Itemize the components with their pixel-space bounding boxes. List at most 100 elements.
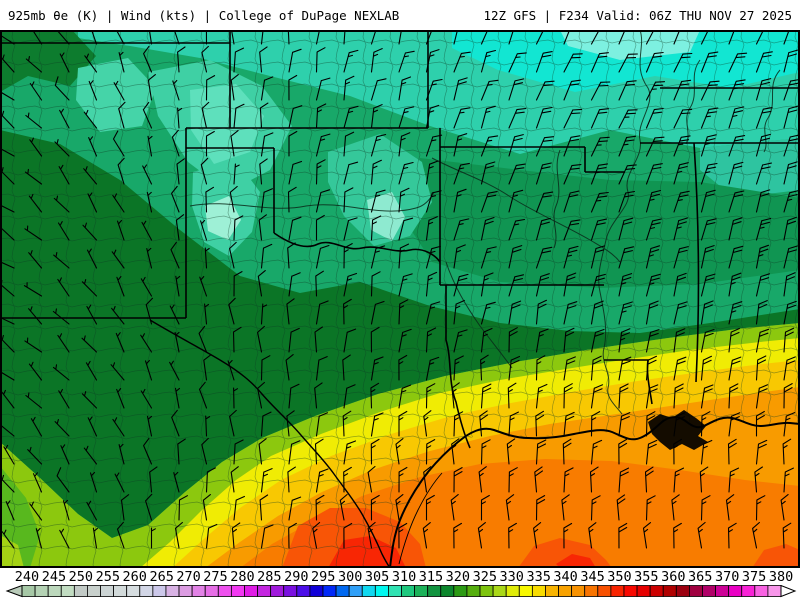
colorbar-cell xyxy=(139,585,154,597)
colorbar-tick: 295 xyxy=(311,569,336,585)
colorbar-cell xyxy=(531,585,546,597)
colorbar-cell xyxy=(623,585,638,597)
colorbar-cell xyxy=(100,585,115,597)
colorbar-cell xyxy=(217,585,232,597)
colorbar-cell xyxy=(204,585,219,597)
product-title: 925mb θe (K) | Wind (kts) | College of D… xyxy=(8,7,400,23)
colorbar-cell xyxy=(571,585,586,597)
colorbar-cell xyxy=(270,585,285,597)
barrier-island xyxy=(398,472,443,565)
colorbar-cell xyxy=(754,585,769,597)
colorbar-cell xyxy=(597,585,612,597)
colorbar-cell xyxy=(715,585,730,597)
colorbar-cell xyxy=(191,585,206,597)
colorbar-cell xyxy=(610,585,625,597)
state-border-11 xyxy=(445,285,471,449)
colorbar-cell xyxy=(414,585,429,597)
colorbar-cell xyxy=(230,585,245,597)
colorbar-cell xyxy=(767,585,782,597)
colorbar-tick: 300 xyxy=(337,569,363,585)
colorbar-arrow-right-icon xyxy=(780,585,797,598)
colorbar-cell xyxy=(662,585,677,597)
colorbar-cell xyxy=(492,585,507,597)
theta-e-band-redorange-345c xyxy=(752,544,800,568)
colorbar-tick: 285 xyxy=(257,569,282,585)
colorbar-cell xyxy=(675,585,690,597)
colorbar-cell xyxy=(335,585,350,597)
colorbar-cell xyxy=(518,585,533,597)
colorbar-tick: 370 xyxy=(714,569,740,585)
gulf-coastline xyxy=(389,416,800,569)
colorbar-cell xyxy=(257,585,272,597)
colorbar-tick: 240 xyxy=(14,569,40,585)
colorbar-tick: 375 xyxy=(741,569,767,585)
map-frame xyxy=(0,30,800,568)
colorbar-tick: 290 xyxy=(284,569,309,585)
colorbar-cell xyxy=(60,585,75,597)
colorbar-tick: 245 xyxy=(41,569,67,585)
colorbar-cell xyxy=(47,585,62,597)
colorbar-tick: 355 xyxy=(634,569,659,585)
colorbar-tick: 255 xyxy=(95,569,120,585)
colorbar-legend: 240 245 250 255 260 265 270 275 280 285 290 295 300 3… xyxy=(0,568,800,600)
colorbar-cell xyxy=(636,585,651,597)
colorbar-cell xyxy=(388,585,402,597)
colorbar-cell xyxy=(427,585,442,597)
colorbar-tick: 275 xyxy=(203,569,228,585)
colorbar-cell xyxy=(401,585,415,597)
colorbar-tick: 340 xyxy=(553,569,578,585)
colorbar-cell xyxy=(34,585,49,597)
colorbar-tick: 310 xyxy=(391,569,417,585)
state-border-17 xyxy=(693,142,700,383)
colorbar-cell xyxy=(361,585,376,597)
colorbar-cell xyxy=(479,585,494,597)
colorbar-cell xyxy=(21,585,36,597)
colorbar-cell xyxy=(584,585,599,597)
colorbar-cell xyxy=(466,585,481,597)
colorbar-tick: 360 xyxy=(661,569,686,585)
colorbar-cell xyxy=(73,585,88,597)
colorbar xyxy=(5,585,797,598)
colorbar-cell xyxy=(649,585,664,597)
mississippi-delta xyxy=(648,410,708,450)
colorbar-tick: 325 xyxy=(472,569,497,585)
colorbar-tick: 350 xyxy=(607,569,632,585)
river-6 xyxy=(553,149,561,249)
colorbar-tick: 265 xyxy=(149,569,174,585)
river-3 xyxy=(445,261,513,369)
colorbar-cell xyxy=(309,585,324,597)
colorbar-tick: 345 xyxy=(580,569,605,585)
colorbar-arrow-left-icon xyxy=(5,585,23,598)
colorbar-cell xyxy=(126,585,141,597)
colorbar-tick: 380 xyxy=(768,569,794,585)
run-valid-time: 12Z GFS | F234 Valid: 06Z THU NOV 27 202… xyxy=(483,7,792,23)
colorbar-cell xyxy=(374,585,389,597)
colorbar-cell xyxy=(87,585,101,597)
colorbar-tick: 330 xyxy=(499,569,524,585)
river-1 xyxy=(431,157,621,263)
colorbar-cell xyxy=(178,585,193,597)
colorbar-tick: 280 xyxy=(230,569,255,585)
colorbar-tick: 365 xyxy=(688,569,713,585)
river-4 xyxy=(685,59,701,145)
colorbar-cell xyxy=(689,585,703,597)
colorbar-tick: 335 xyxy=(526,569,551,585)
colorbar-cell xyxy=(296,585,311,597)
colorbar-tick: 320 xyxy=(445,569,471,585)
colorbar-tick: 270 xyxy=(176,569,201,585)
colorbar-cell xyxy=(283,585,298,597)
colorbar-cell xyxy=(545,585,559,597)
colorbar-tick: 250 xyxy=(68,569,94,585)
colorbar-cell xyxy=(152,585,167,597)
colorbar-tick: 260 xyxy=(122,569,147,585)
map-canvas xyxy=(0,17,800,569)
colorbar-cell xyxy=(453,585,468,597)
colorbar-cell xyxy=(440,585,455,597)
theta-e-band-red-350b xyxy=(556,554,596,568)
river-2 xyxy=(189,191,435,212)
colorbar-cell xyxy=(322,585,337,597)
colorbar-cell xyxy=(113,585,128,597)
colorbar-cell xyxy=(165,585,180,597)
colorbar-cell xyxy=(728,585,743,597)
